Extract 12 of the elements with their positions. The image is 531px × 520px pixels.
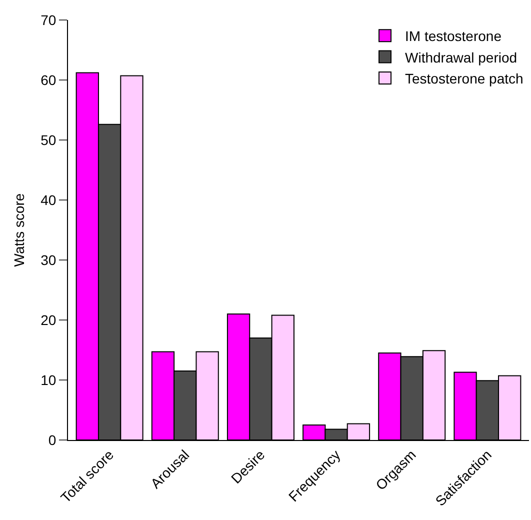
y-tick-label: 60 bbox=[40, 72, 56, 88]
legend-label: IM testosterone bbox=[405, 28, 502, 44]
y-axis-title: Watts score bbox=[11, 193, 28, 267]
y-tick-label: 50 bbox=[40, 132, 56, 148]
y-tick-label: 70 bbox=[40, 12, 56, 28]
y-tick-label: 30 bbox=[40, 252, 56, 268]
y-tick-label: 20 bbox=[40, 312, 56, 328]
legend-label: Withdrawal period bbox=[405, 49, 518, 66]
legend-label: Testosterone patch bbox=[405, 70, 524, 86]
y-tick-label: 10 bbox=[40, 372, 56, 388]
y-tick-label: 0 bbox=[48, 432, 56, 448]
y-tick-label: 40 bbox=[40, 192, 56, 208]
